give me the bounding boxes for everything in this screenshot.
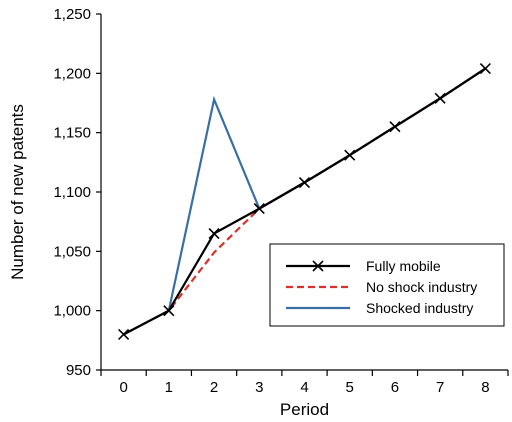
data-point-marker [434, 92, 446, 104]
data-point-marker [163, 305, 175, 317]
y-tick-label: 1,150 [53, 125, 91, 142]
legend: Fully mobile No shock industry Shocked ind… [269, 243, 505, 327]
series-layer [118, 63, 491, 340]
y-tick-label: 1,000 [53, 303, 91, 320]
data-point-marker [479, 63, 491, 75]
legend-label: Shocked industry [366, 300, 473, 316]
legend-label: Fully mobile [366, 258, 441, 274]
data-point-marker [389, 121, 401, 133]
x-tick-label: 1 [165, 379, 173, 396]
x-tick-label: 3 [255, 379, 263, 396]
data-point-marker [298, 176, 311, 189]
ticks: 950 1,000 1,050 1,100 1,150 1,200 1,250 0 1 2 3 4 5 6… [53, 6, 509, 396]
legend-box [269, 243, 505, 327]
data-point-marker [253, 203, 265, 215]
x-tick-label: 5 [346, 379, 354, 396]
data-point-marker [118, 328, 130, 340]
y-tick-label: 1,050 [53, 243, 91, 260]
x-tick-label: 2 [210, 379, 218, 396]
y-tick-label: 1,250 [53, 6, 91, 23]
data-point-marker [208, 227, 220, 240]
x-tick-label: 4 [300, 379, 308, 396]
x-tick-label: 6 [391, 379, 399, 396]
y-tick-label: 1,100 [53, 184, 91, 201]
y-axis-title: Number of new patents [8, 104, 27, 280]
y-tick-label: 1,200 [53, 65, 91, 82]
legend-label: No shock industry [366, 279, 477, 295]
x-tick-label: 8 [481, 379, 489, 396]
y-tick-label: 950 [66, 362, 91, 379]
legend-marker [312, 260, 324, 272]
x-tick-label: 0 [119, 379, 127, 396]
x-axis-title: Period [280, 400, 329, 419]
x-tick-label: 7 [436, 379, 444, 396]
data-point-marker [344, 149, 356, 161]
